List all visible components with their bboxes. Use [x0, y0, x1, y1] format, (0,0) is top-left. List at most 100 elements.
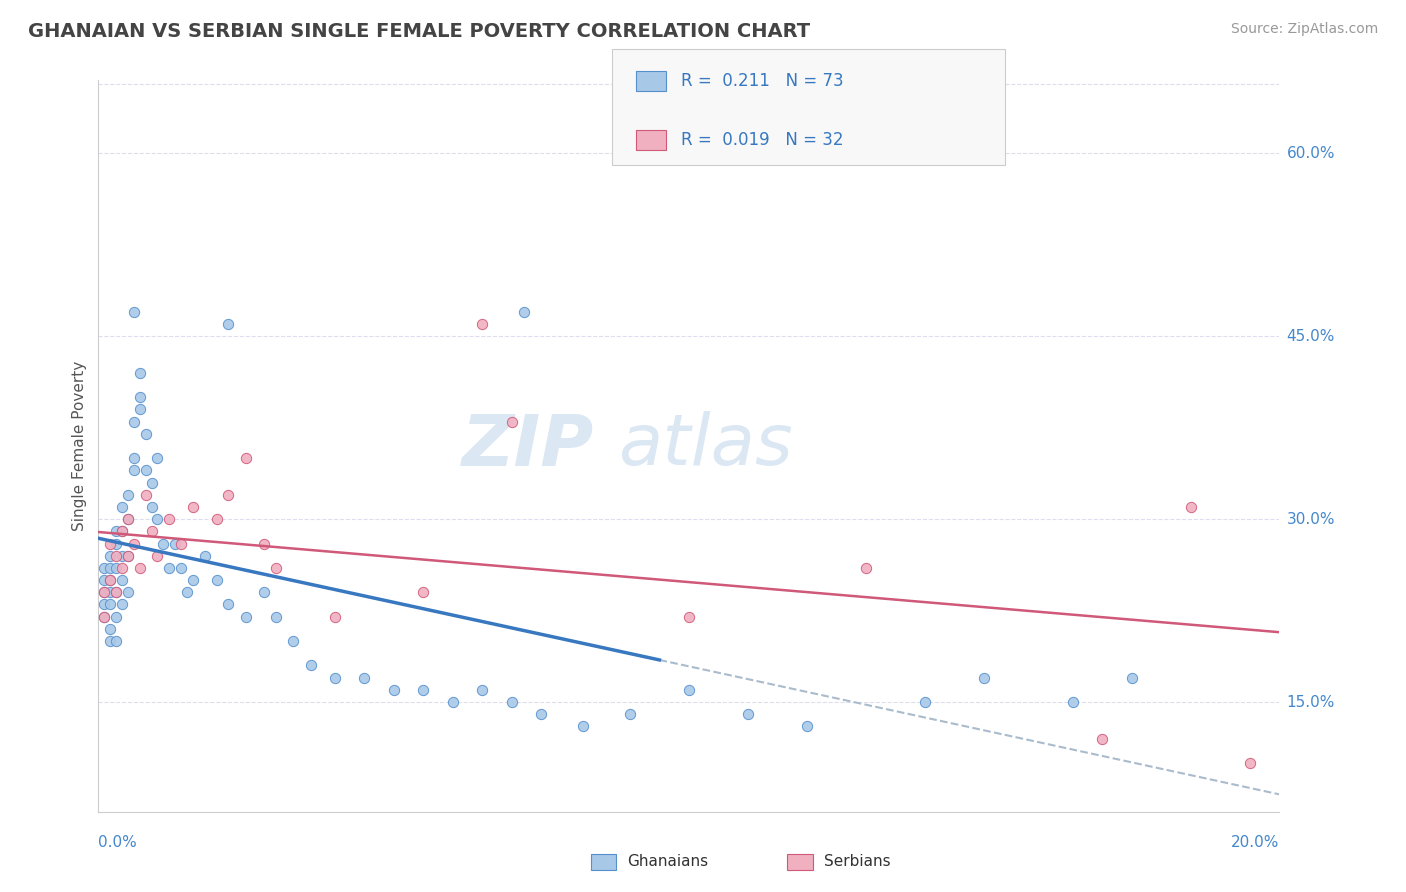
- Point: [353, 671, 375, 685]
- Text: 15.0%: 15.0%: [1286, 695, 1334, 709]
- Point: [93, 585, 115, 599]
- Point: [117, 512, 139, 526]
- Point: [135, 463, 157, 477]
- Point: [253, 536, 276, 550]
- Point: [619, 707, 641, 722]
- Point: [737, 707, 759, 722]
- Point: [98, 536, 121, 550]
- Point: [122, 415, 145, 429]
- Point: [176, 585, 198, 599]
- Text: Serbians: Serbians: [824, 855, 890, 869]
- Point: [128, 366, 150, 380]
- Point: [105, 561, 128, 575]
- Text: R =  0.019   N = 32: R = 0.019 N = 32: [681, 131, 844, 149]
- Point: [105, 536, 128, 550]
- Point: [146, 451, 169, 466]
- Point: [914, 695, 936, 709]
- Point: [323, 609, 346, 624]
- Point: [141, 500, 163, 514]
- Point: [217, 317, 239, 331]
- Point: [93, 609, 115, 624]
- Point: [157, 561, 180, 575]
- Point: [128, 390, 150, 404]
- Point: [105, 585, 128, 599]
- Point: [98, 598, 121, 612]
- Point: [678, 609, 700, 624]
- Text: 0.0%: 0.0%: [98, 836, 138, 850]
- Point: [796, 719, 818, 733]
- Point: [235, 609, 257, 624]
- Text: 20.0%: 20.0%: [1232, 836, 1279, 850]
- Point: [146, 549, 169, 563]
- Point: [571, 719, 593, 733]
- Point: [93, 585, 115, 599]
- Point: [98, 585, 121, 599]
- Text: R =  0.211   N = 73: R = 0.211 N = 73: [681, 72, 844, 90]
- Point: [105, 634, 128, 648]
- Point: [111, 524, 134, 539]
- Point: [471, 317, 494, 331]
- Point: [93, 573, 115, 587]
- Point: [111, 561, 134, 575]
- Text: atlas: atlas: [619, 411, 793, 481]
- Point: [111, 549, 134, 563]
- Point: [146, 512, 169, 526]
- Point: [1121, 671, 1143, 685]
- Point: [111, 598, 134, 612]
- Point: [264, 609, 287, 624]
- Point: [122, 536, 145, 550]
- Point: [235, 451, 257, 466]
- Point: [170, 561, 193, 575]
- Point: [105, 524, 128, 539]
- Point: [501, 695, 523, 709]
- Y-axis label: Single Female Poverty: Single Female Poverty: [72, 361, 87, 531]
- Point: [105, 549, 128, 563]
- Text: 60.0%: 60.0%: [1286, 146, 1334, 161]
- Point: [530, 707, 553, 722]
- Point: [98, 573, 121, 587]
- Point: [105, 585, 128, 599]
- Point: [111, 500, 134, 514]
- Point: [141, 475, 163, 490]
- Point: [117, 549, 139, 563]
- Point: [141, 524, 163, 539]
- Point: [1239, 756, 1261, 770]
- Point: [111, 573, 134, 587]
- Point: [128, 561, 150, 575]
- Text: Source: ZipAtlas.com: Source: ZipAtlas.com: [1230, 22, 1378, 37]
- Point: [117, 585, 139, 599]
- Text: 30.0%: 30.0%: [1286, 512, 1334, 526]
- Point: [264, 561, 287, 575]
- Point: [501, 415, 523, 429]
- Point: [181, 573, 204, 587]
- Point: [93, 609, 115, 624]
- Point: [1091, 731, 1114, 746]
- Point: [412, 585, 434, 599]
- Point: [165, 536, 187, 550]
- Point: [194, 549, 217, 563]
- Text: 45.0%: 45.0%: [1286, 329, 1334, 343]
- Point: [299, 658, 322, 673]
- Point: [283, 634, 305, 648]
- Point: [973, 671, 995, 685]
- Point: [111, 524, 134, 539]
- Text: ZIP: ZIP: [463, 411, 595, 481]
- Point: [1180, 500, 1202, 514]
- Point: [128, 402, 150, 417]
- Point: [98, 573, 121, 587]
- Point: [93, 598, 115, 612]
- Point: [105, 609, 128, 624]
- Point: [122, 451, 145, 466]
- Point: [205, 573, 228, 587]
- Point: [135, 488, 157, 502]
- Point: [117, 512, 139, 526]
- Point: [122, 463, 145, 477]
- Text: Ghanaians: Ghanaians: [627, 855, 709, 869]
- Point: [152, 536, 174, 550]
- Point: [181, 500, 204, 514]
- Point: [122, 305, 145, 319]
- Point: [217, 488, 239, 502]
- Point: [855, 561, 877, 575]
- Point: [117, 549, 139, 563]
- Point: [98, 549, 121, 563]
